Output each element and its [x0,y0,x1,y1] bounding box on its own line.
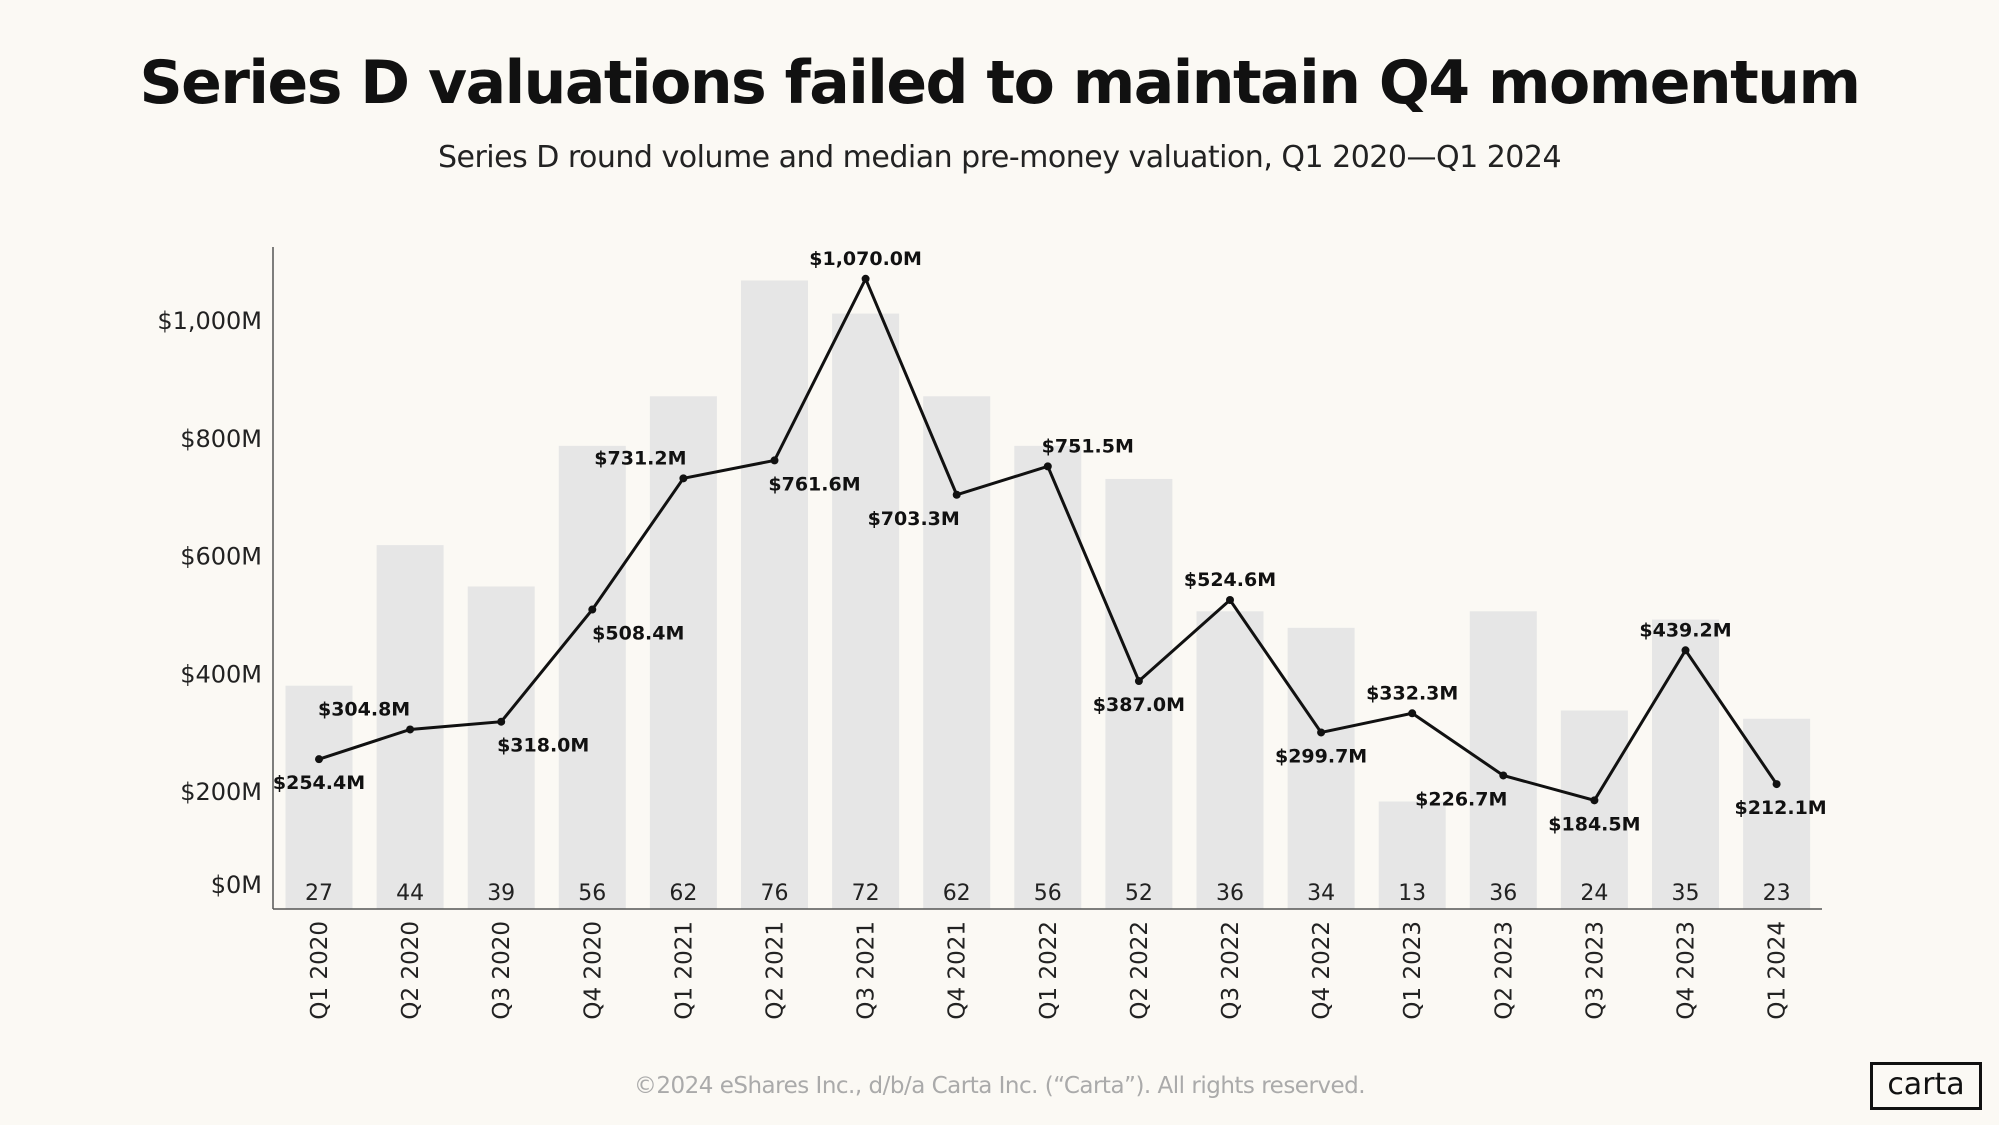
bar-count-label: 27 [305,881,333,906]
bar-count-label: 35 [1672,881,1700,906]
x-tick-label: Q1 2024 [1765,921,1791,1020]
bar-count-label: 13 [1398,881,1426,906]
x-tick-label: Q4 2020 [580,921,606,1020]
x-tick-label: Q4 2022 [1309,921,1335,1020]
valuation-label: $508.4M [592,623,684,645]
bar-11 [1287,627,1355,909]
y-tick-label: $1,000M [157,307,262,335]
valuation-point [406,725,415,734]
valuation-label: $304.8M [318,698,410,720]
bar-count-label: 39 [487,881,515,906]
bar-8 [1014,445,1082,909]
bar-0 [285,685,353,909]
bar-count-label: 36 [1489,881,1517,906]
valuation-point [588,605,597,614]
bar-7 [923,396,991,909]
valuation-label: $703.3M [868,508,960,530]
bar-3 [558,445,626,909]
valuation-label: $761.6M [768,473,860,495]
bar-2 [467,586,535,909]
bar-6 [832,313,900,909]
valuation-label: $731.2M [594,447,686,469]
valuation-point [315,755,323,764]
valuation-label: $226.7M [1415,788,1507,810]
bar-15 [1652,619,1719,909]
bar-5 [741,280,808,910]
bar-12 [1378,801,1446,909]
y-tick-label: $600M [180,543,262,571]
y-tick-label: $200M [180,778,262,806]
bar-count-label: 76 [761,881,789,906]
valuation-point [497,717,506,726]
bar-count-label: 44 [396,881,424,906]
carta-logo: carta [1870,1062,1982,1110]
x-tick-label: Q2 2023 [1491,921,1517,1020]
y-tick-label: $800M [180,425,262,453]
valuation-point [1317,728,1326,737]
bar-count-label: 56 [578,881,606,906]
bar-14 [1560,710,1628,909]
bar-count-label: 52 [1125,881,1153,906]
valuation-label: $184.5M [1548,813,1640,835]
y-tick-label: $0M [211,871,262,899]
x-tick-label: Q1 2022 [1036,921,1062,1020]
bar-count-label: 23 [1763,881,1791,906]
valuation-point [1043,462,1052,471]
valuation-point [1772,780,1781,789]
bar-count-label: 56 [1034,881,1062,906]
valuation-point [1408,709,1417,718]
valuation-point [770,456,779,465]
chart-title: Series D valuations failed to maintain Q… [139,48,1861,118]
bar-10 [1196,611,1264,909]
valuation-label: $387.0M [1093,694,1185,716]
bar-count-label: 36 [1216,881,1244,906]
bar-count-label: 24 [1580,881,1608,906]
x-tick-label: Q2 2020 [398,921,424,1020]
valuation-point [1134,677,1143,686]
y-tick-label: $400M [180,660,262,688]
x-tick-label: Q4 2021 [945,921,971,1020]
x-tick-label: Q1 2023 [1400,921,1426,1020]
x-tick-label: Q3 2023 [1582,921,1608,1020]
x-tick-label: Q2 2022 [1127,921,1153,1020]
valuation-label: $1,070.0M [809,248,922,270]
valuation-label: $524.6M [1184,569,1276,591]
x-tick-label: Q3 2021 [854,921,880,1020]
x-tick-label: Q1 2021 [671,921,697,1020]
valuation-point [1499,771,1508,780]
valuation-label: $751.5M [1042,435,1134,457]
valuation-label: $212.1M [1734,797,1826,819]
valuation-label: $439.2M [1639,619,1731,641]
bar-count-label: 34 [1307,881,1335,906]
bar-count-label: 62 [943,881,971,906]
x-tick-label: Q3 2020 [489,921,515,1020]
valuation-label: $299.7M [1275,745,1367,767]
valuation-point [952,490,961,499]
bar-count-label: 62 [669,881,697,906]
valuation-point [1226,596,1234,605]
valuation-point [679,474,688,483]
valuation-label: $318.0M [497,735,589,757]
valuation-point [1681,646,1690,655]
copyright-footer: ©2024 eShares Inc., d/b/a Carta Inc. (“C… [633,1073,1366,1099]
x-tick-label: Q3 2022 [1218,921,1244,1020]
bar-count-label: 72 [852,881,880,906]
x-tick-label: Q1 2020 [307,921,333,1020]
bar-9 [1105,478,1173,909]
chart-subtitle: Series D round volume and median pre-mon… [437,140,1562,175]
valuation-label: $254.4M [273,772,365,794]
valuation-point [1590,796,1599,805]
valuation-label: $332.3M [1366,682,1458,704]
x-tick-label: Q2 2021 [763,921,789,1020]
x-tick-label: Q4 2023 [1674,921,1700,1020]
valuation-point [861,274,870,283]
